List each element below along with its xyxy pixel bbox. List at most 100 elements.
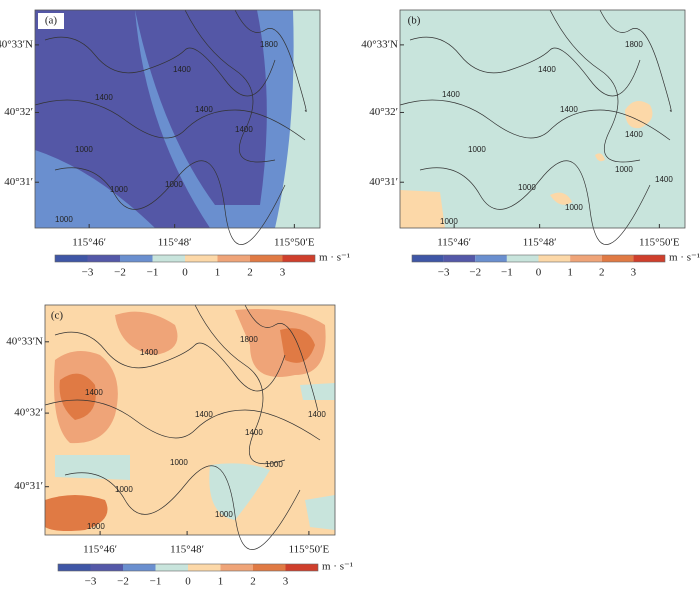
contour: [549, 9, 641, 163]
contour-label: 1000: [265, 460, 283, 469]
contour-label: 1800: [240, 335, 258, 344]
contour-labels: 1400 1800 1400 1400 1400 1000 1000 1000 …: [440, 40, 673, 226]
colorbar-frame: [411, 254, 666, 263]
map-fill: [305, 495, 335, 530]
contour-label: 1400: [655, 175, 673, 184]
contour-label: 1000: [87, 522, 105, 531]
contour-label: 1400: [538, 65, 556, 74]
map-fill: [45, 495, 108, 531]
colorbar-segment: [123, 564, 156, 571]
label-box: [38, 13, 64, 29]
map-fill: [400, 190, 445, 228]
colorbar-segment: [285, 564, 318, 571]
map-fill: [115, 311, 178, 355]
contour-labels: 1400 1800 1400 1400 1400 1000 1000 1000 …: [55, 40, 278, 224]
contour-label: 1000: [565, 203, 583, 212]
contour: [399, 99, 671, 141]
lon-label: 115°48′: [158, 237, 192, 249]
colorbar-segment: [58, 564, 91, 571]
colorbar-segment: [538, 255, 571, 262]
contour-label: 1000: [440, 217, 458, 226]
colorbar-tick-label: 1: [215, 267, 221, 279]
contour: [44, 36, 276, 97]
contour-label: 1400: [245, 428, 263, 437]
contour: [194, 304, 286, 464]
contour-label: 1400: [195, 105, 213, 114]
contour: [599, 9, 672, 112]
colorbar-segment: [217, 255, 250, 262]
contour-label: 1400: [235, 125, 253, 134]
lat-label: 40°31′: [369, 176, 398, 188]
lat-label: 40°32′: [14, 407, 43, 419]
contour-label: 1400: [442, 90, 460, 99]
colorbar-tick-label: 2: [250, 576, 256, 588]
map-fill: [59, 373, 96, 420]
colorbar-segment: [120, 255, 153, 262]
lat-label: 40°33′N: [6, 335, 43, 347]
panel-label: (c): [51, 310, 64, 322]
contour-label: 1400: [95, 93, 113, 102]
map-fill: [209, 463, 270, 520]
contour-label: 1800: [260, 40, 278, 49]
colorbar-unit: m · s⁻¹: [322, 561, 353, 573]
colorbar-segment: [185, 255, 218, 262]
colorbar-segment: [250, 255, 283, 262]
colorbar-segment: [506, 255, 539, 262]
colorbar-frame: [54, 254, 316, 263]
colorbar-tick-label: 3: [280, 267, 286, 279]
colorbar-segment: [87, 255, 120, 262]
map-fill: [550, 192, 572, 205]
colorbar-tick-label: −2: [469, 267, 481, 279]
contour-label: 1400: [625, 130, 643, 139]
colorbar-tick-label: −2: [114, 267, 126, 279]
contour-label: 1000: [215, 510, 233, 519]
map-fill: [280, 328, 315, 363]
colorbar-frame: [57, 563, 319, 572]
contour-label: 1400: [195, 410, 213, 419]
colorbar-tick-label: 3: [283, 576, 289, 588]
panel-a: (a) 1400 1800 1400 1400 1400 1000 1000 1…: [34, 9, 321, 245]
contour: [54, 331, 286, 392]
colorbar-tick-label: 2: [247, 267, 253, 279]
contour: [64, 465, 301, 550]
contour-labels: 1400 1800 1400 1400 1400 1000 1000 1000 …: [85, 335, 326, 531]
colorbar-tick-label: 0: [182, 267, 188, 279]
contour-label: 1000: [55, 215, 73, 224]
colorbar-tick-label: −3: [438, 267, 450, 279]
lon-label: 115°50′E: [289, 544, 330, 556]
lon-label: 115°46′: [72, 237, 106, 249]
colorbar-segment: [601, 255, 634, 262]
map-fill: [595, 153, 605, 162]
frame: [34, 9, 321, 229]
colorbar-tick-label: 2: [599, 267, 605, 279]
colorbar-segment: [443, 255, 476, 262]
lat-label: 40°33′N: [0, 38, 33, 50]
contour-label: 1000: [115, 485, 133, 494]
colorbar-tick-label: −1: [150, 576, 162, 588]
contour-label: 1000: [75, 145, 93, 154]
colorbar-segment: [570, 255, 602, 262]
map-fill: [55, 455, 130, 480]
colorbar-unit: m · s⁻¹: [319, 252, 350, 264]
contour-label: 1000: [165, 180, 183, 189]
colorbar-segment: [475, 255, 507, 262]
colorbar-tick-label: 1: [567, 267, 573, 279]
contour: [244, 304, 318, 411]
contour-label: 1000: [468, 145, 486, 154]
colorbar-tick-label: 0: [185, 576, 191, 588]
colorbar-tick-label: −3: [85, 576, 97, 588]
contour-label: 1400: [173, 65, 191, 74]
colorbar-segment: [412, 255, 444, 262]
map-fill: [300, 383, 335, 400]
frame: [399, 9, 686, 229]
contour-label: 1800: [625, 40, 643, 49]
panel-label: (a): [45, 15, 58, 27]
contour-label: 1400: [85, 388, 103, 397]
lon-label: 115°50′E: [274, 237, 315, 249]
colorbar-segment: [633, 255, 665, 262]
contour: [44, 399, 321, 441]
contour: [419, 160, 651, 245]
map-fill: [625, 101, 653, 129]
colorbar-tick-label: 3: [631, 267, 637, 279]
